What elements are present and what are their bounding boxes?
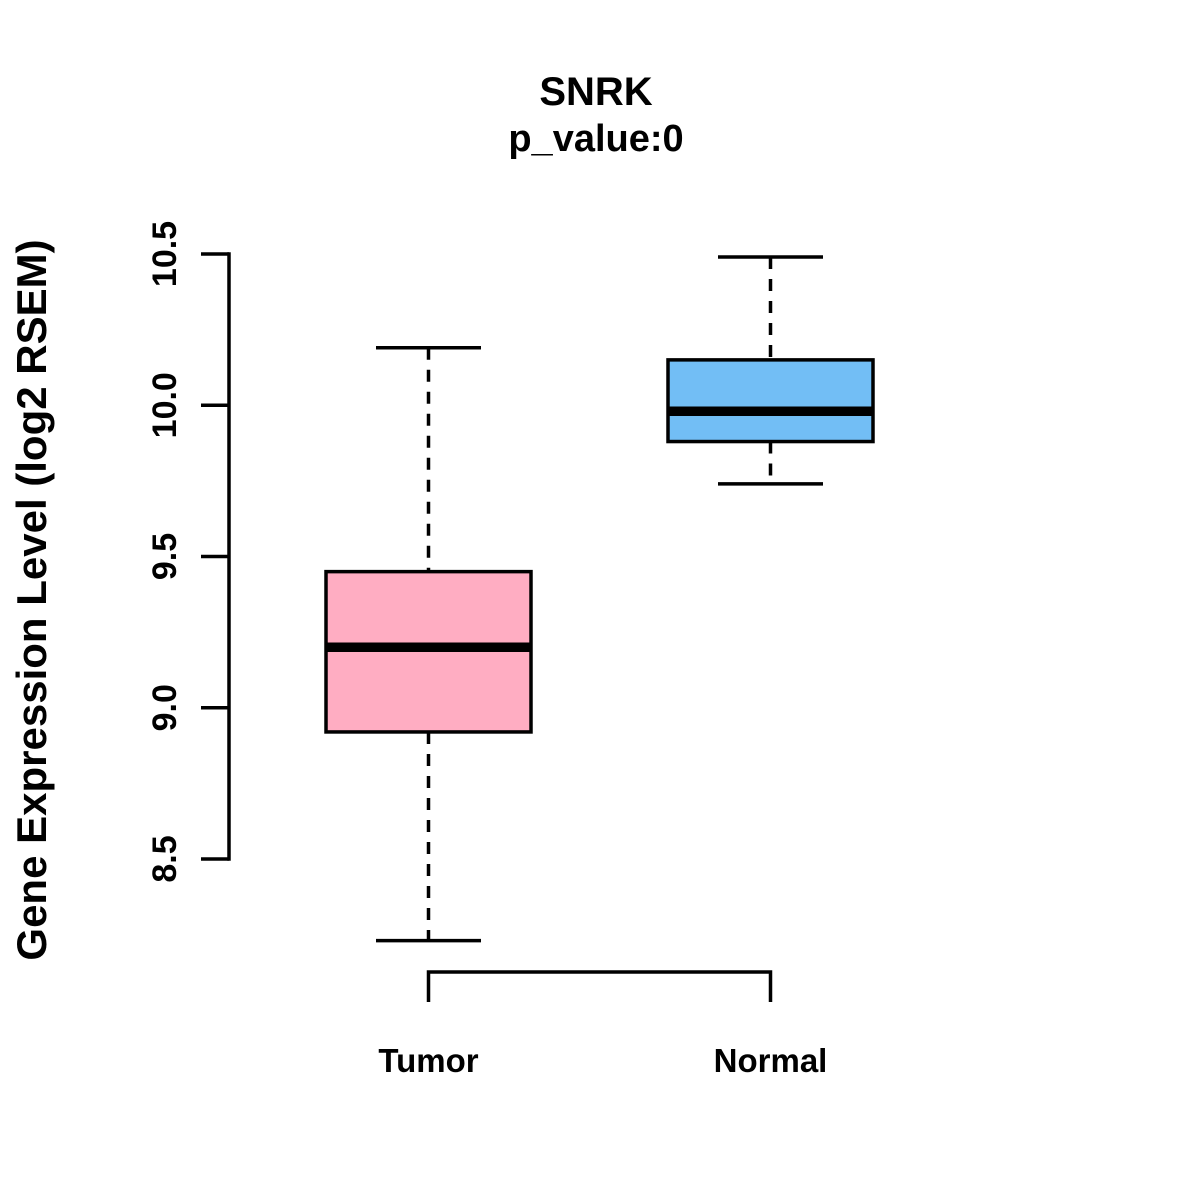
x-axis: Tumor Normal (378, 970, 828, 1079)
x-category-label-tumor: Tumor (378, 1042, 478, 1079)
chart-subtitle: p_value:0 (508, 118, 683, 160)
box-group-tumor (324, 346, 533, 943)
x-axis-bracket (426, 970, 773, 1002)
y-tick-label: 8.5 (146, 835, 184, 882)
iqr-box (666, 358, 875, 444)
boxes-layer (324, 255, 875, 943)
y-tick-label: 10.5 (146, 221, 184, 287)
x-category-label-normal: Normal (714, 1042, 828, 1079)
chart-title: SNRK (539, 70, 652, 114)
y-tick-label: 9.5 (146, 533, 184, 580)
box-group-normal (666, 255, 875, 486)
y-tick-label: 10.0 (146, 372, 184, 438)
y-axis: 10.5 10.0 9.5 9.0 8.5 (146, 221, 231, 883)
y-tick-label: 9.0 (146, 684, 184, 731)
y-axis-label: Gene Expression Level (log2 RSEM) (8, 239, 55, 960)
